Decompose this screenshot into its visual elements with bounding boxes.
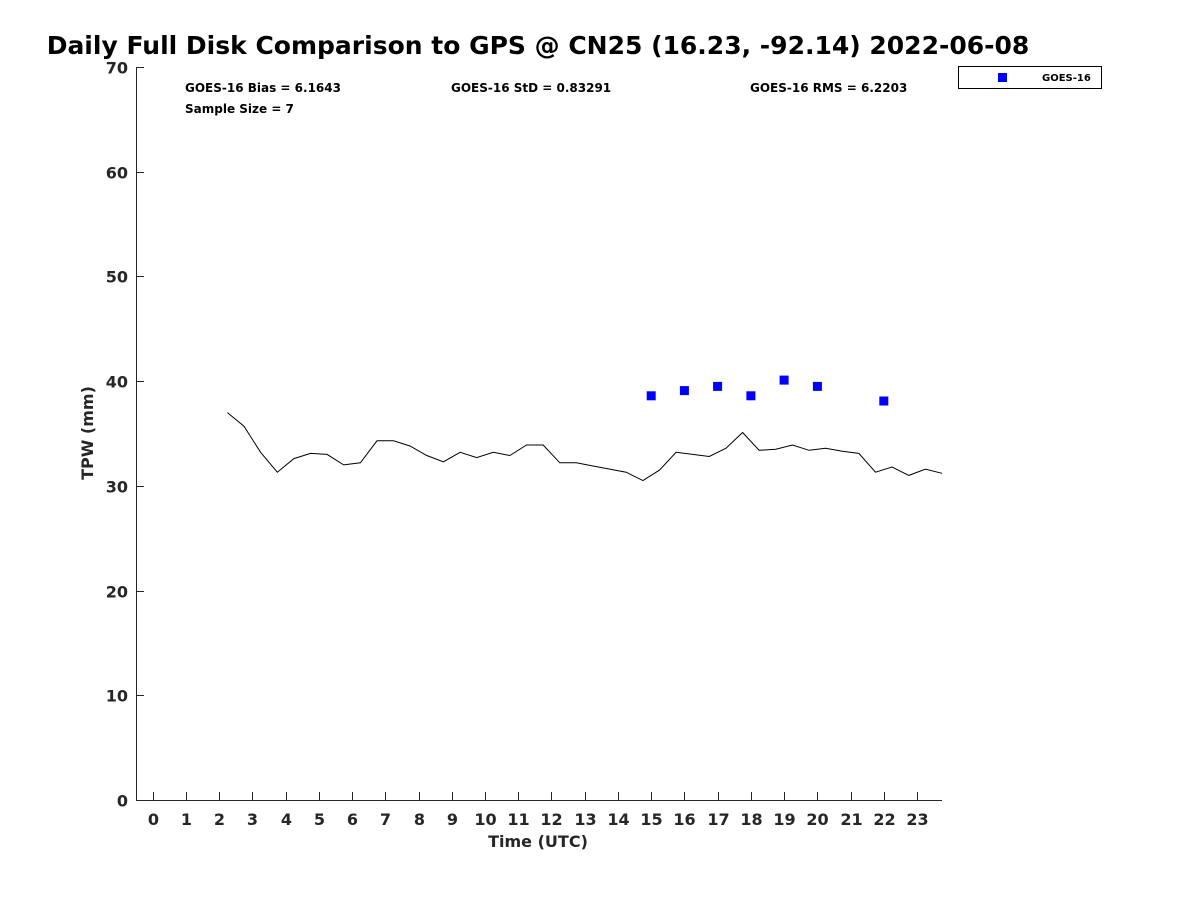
x-tick-label: 2 bbox=[214, 810, 225, 829]
goes16-data-point bbox=[779, 375, 789, 385]
x-tick-label: 1 bbox=[181, 810, 192, 829]
x-tick-label: 22 bbox=[873, 810, 895, 829]
goes16-data-point bbox=[879, 396, 889, 406]
x-tick-label: 0 bbox=[148, 810, 159, 829]
x-tick-label: 13 bbox=[574, 810, 596, 829]
x-tick-label: 15 bbox=[640, 810, 662, 829]
std-stat: GOES-16 StD = 0.83291 bbox=[451, 81, 611, 95]
y-tick-label: 0 bbox=[117, 792, 128, 811]
goes16-data-point bbox=[679, 386, 689, 396]
y-tick-label: 70 bbox=[106, 59, 128, 78]
y-tick-label: 60 bbox=[106, 164, 128, 183]
y-tick-label: 20 bbox=[106, 583, 128, 602]
x-tick-label: 16 bbox=[673, 810, 695, 829]
y-tick-label: 40 bbox=[106, 373, 128, 392]
y-axis-label: TPW (mm) bbox=[78, 386, 97, 480]
legend-marker-goes16 bbox=[998, 73, 1007, 82]
y-tick-label: 30 bbox=[106, 478, 128, 497]
x-tick-label: 23 bbox=[906, 810, 928, 829]
goes16-data-point bbox=[812, 381, 822, 391]
x-tick-label: 7 bbox=[380, 810, 391, 829]
gps-tpw-line bbox=[227, 412, 943, 482]
x-tick-label: 10 bbox=[474, 810, 496, 829]
x-tick-label: 20 bbox=[806, 810, 828, 829]
y-tick-label: 50 bbox=[106, 268, 128, 287]
x-tick-label: 9 bbox=[447, 810, 458, 829]
legend-label-goes16: GOES-16 bbox=[1042, 73, 1091, 84]
x-tick-label: 8 bbox=[414, 810, 425, 829]
x-tick-label: 14 bbox=[607, 810, 629, 829]
goes16-data-point bbox=[713, 381, 723, 391]
series-layer bbox=[227, 375, 943, 482]
y-axis-ticks: 0 10 20 30 40 50 60 70 bbox=[106, 59, 144, 811]
x-tick-label: 12 bbox=[540, 810, 562, 829]
x-axis-label: Time (UTC) bbox=[488, 832, 588, 851]
sample-size-stat: Sample Size = 7 bbox=[185, 102, 294, 116]
x-tick-label: 11 bbox=[507, 810, 529, 829]
x-tick-label: 21 bbox=[840, 810, 862, 829]
y-tick-label: 10 bbox=[106, 687, 128, 706]
x-tick-label: 17 bbox=[707, 810, 729, 829]
x-tick-label: 3 bbox=[247, 810, 258, 829]
plot-axes bbox=[136, 67, 942, 801]
x-tick-label: 6 bbox=[347, 810, 358, 829]
goes16-data-point bbox=[646, 391, 656, 401]
goes16-data-point bbox=[746, 391, 756, 401]
x-tick-label: 5 bbox=[314, 810, 325, 829]
bias-stat: GOES-16 Bias = 6.1643 bbox=[185, 81, 341, 95]
chart-title: Daily Full Disk Comparison to GPS @ CN25… bbox=[47, 31, 1030, 60]
x-tick-label: 19 bbox=[773, 810, 795, 829]
x-tick-label: 18 bbox=[740, 810, 762, 829]
x-axis-ticks: 0 1 2 3 4 5 6 7 8 9 10 11 12 13 14 15 16 17 18 19 20 21 22 23 bbox=[148, 792, 929, 829]
x-tick-label: 4 bbox=[281, 810, 292, 829]
legend: GOES-16 bbox=[958, 66, 1102, 89]
rms-stat: GOES-16 RMS = 6.2203 bbox=[750, 81, 907, 95]
legend-box bbox=[958, 66, 1102, 89]
